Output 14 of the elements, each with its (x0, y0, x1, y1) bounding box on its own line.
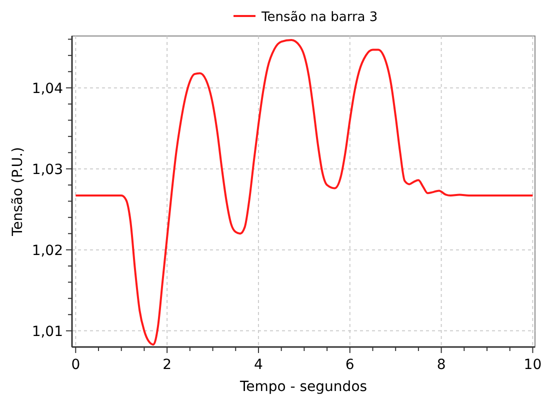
y-tick-label: 1,03 (32, 162, 63, 178)
y-tick-label: 1,04 (32, 80, 64, 97)
x-tick-label: 8 (436, 357, 446, 373)
x-tick-label: 2 (162, 357, 172, 373)
legend-label: Tensão na barra 3 (260, 10, 378, 25)
y-tick-label: 1,01 (32, 324, 63, 340)
x-tick-label: 4 (254, 357, 264, 373)
x-tick-label: 0 (71, 357, 80, 373)
y-tick-label: 1,02 (32, 242, 63, 259)
x-tick-label: 10 (524, 357, 542, 373)
y-axis-title: Tensão (P.U.) (10, 147, 26, 237)
x-axis-title: Tempo - segundos (238, 379, 368, 395)
line-series (74, 39, 534, 346)
x-tick-label: 6 (345, 357, 354, 373)
